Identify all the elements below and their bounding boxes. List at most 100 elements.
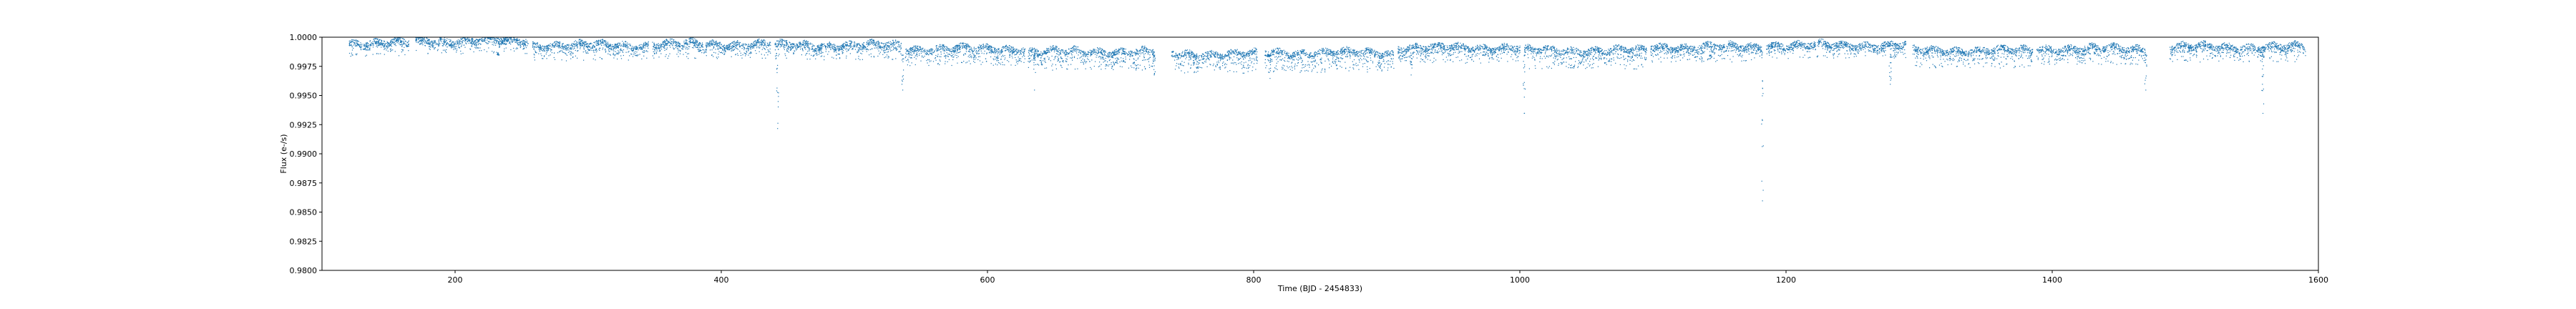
flux-point: [850, 42, 852, 44]
flux-point: [980, 64, 982, 65]
flux-point: [909, 65, 911, 67]
flux-point: [427, 40, 429, 41]
flux-point: [764, 49, 766, 50]
flux-point: [804, 47, 806, 49]
flux-point: [967, 45, 969, 46]
flux-point: [478, 47, 479, 49]
flux-point: [384, 41, 386, 42]
flux-point: [643, 46, 645, 48]
flux-point: [1023, 54, 1024, 56]
flux-point: [523, 44, 525, 46]
flux-point: [606, 42, 608, 44]
flux-point: [725, 51, 726, 52]
flux-point: [656, 48, 658, 49]
flux-point: [457, 42, 459, 44]
flux-point: [767, 54, 769, 56]
flux-point: [975, 48, 977, 49]
flux-point: [460, 50, 462, 52]
flux-point: [1133, 52, 1135, 53]
flux-point: [464, 38, 466, 39]
flux-point: [558, 46, 560, 48]
flux-point: [928, 64, 930, 67]
flux-point: [847, 50, 849, 52]
flux-point: [988, 46, 990, 48]
flux-point: [702, 44, 703, 45]
flux-point: [517, 44, 519, 46]
flux-point: [460, 38, 462, 39]
flux-point: [812, 49, 814, 50]
flux-point: [980, 46, 982, 47]
flux-point: [1018, 49, 1020, 51]
flux-point: [837, 46, 839, 48]
flux-point: [711, 54, 713, 56]
flux-point: [759, 41, 761, 42]
flux-point: [793, 44, 794, 45]
flux-point: [775, 42, 776, 44]
flux-point: [746, 47, 748, 49]
flux-point: [417, 37, 419, 39]
flux-point: [472, 41, 473, 42]
flux-point: [948, 49, 950, 51]
flux-point: [870, 39, 872, 41]
flux-point: [909, 49, 911, 50]
flux-point: [930, 52, 932, 54]
flux-point: [854, 42, 856, 44]
flux-point: [691, 37, 693, 39]
flux-point: [580, 39, 581, 40]
flux-point: [739, 46, 741, 48]
flux-point: [633, 54, 635, 55]
flux-point: [374, 40, 375, 41]
flux-point: [356, 42, 358, 44]
flux-point: [646, 44, 648, 46]
flux-point: [753, 46, 754, 48]
flux-point: [519, 41, 521, 43]
flux-point: [1071, 54, 1073, 56]
flux-point: [686, 39, 687, 41]
flux-point: [726, 47, 728, 49]
flux-point: [605, 44, 607, 46]
flux-point: [641, 48, 643, 49]
flux-point: [878, 50, 879, 52]
flux-point: [892, 41, 894, 43]
flux-point: [626, 45, 628, 46]
flux-point: [761, 44, 763, 45]
flux-point: [653, 43, 655, 44]
flux-point: [784, 44, 786, 46]
flux-point: [992, 52, 994, 54]
flux-point: [562, 46, 563, 48]
flux-point: [381, 40, 383, 41]
flux-point: [608, 45, 610, 46]
flux-point: [597, 41, 599, 43]
flux-point: [751, 43, 753, 44]
flux-point: [487, 38, 489, 39]
flux-point: [1020, 52, 1022, 54]
flux-point: [434, 41, 436, 43]
flux-point: [606, 46, 608, 48]
flux-point: [1081, 56, 1083, 57]
flux-point: [1045, 67, 1048, 69]
flux-point: [668, 41, 669, 42]
flux-point: [417, 42, 419, 44]
flux-point: [826, 44, 828, 45]
flux-point: [562, 52, 564, 53]
flux-point: [387, 46, 389, 49]
flux-point: [459, 39, 461, 41]
flux-point: [620, 44, 622, 46]
flux-point: [711, 44, 713, 46]
flux-point: [802, 50, 804, 52]
flux-point: [957, 46, 958, 48]
flux-point: [597, 42, 599, 44]
flux-point: [786, 43, 788, 44]
flux-point: [1089, 49, 1091, 51]
flux-point: [462, 40, 464, 41]
flux-point: [585, 52, 587, 54]
flux-point: [786, 57, 787, 59]
flux-point: [380, 42, 381, 44]
flux-point: [619, 44, 620, 46]
flux-point: [479, 39, 481, 40]
flux-point: [1053, 47, 1055, 49]
flux-point: [782, 39, 784, 41]
flux-point: [695, 43, 696, 44]
flux-point: [517, 48, 518, 49]
flux-point: [1150, 49, 1151, 51]
